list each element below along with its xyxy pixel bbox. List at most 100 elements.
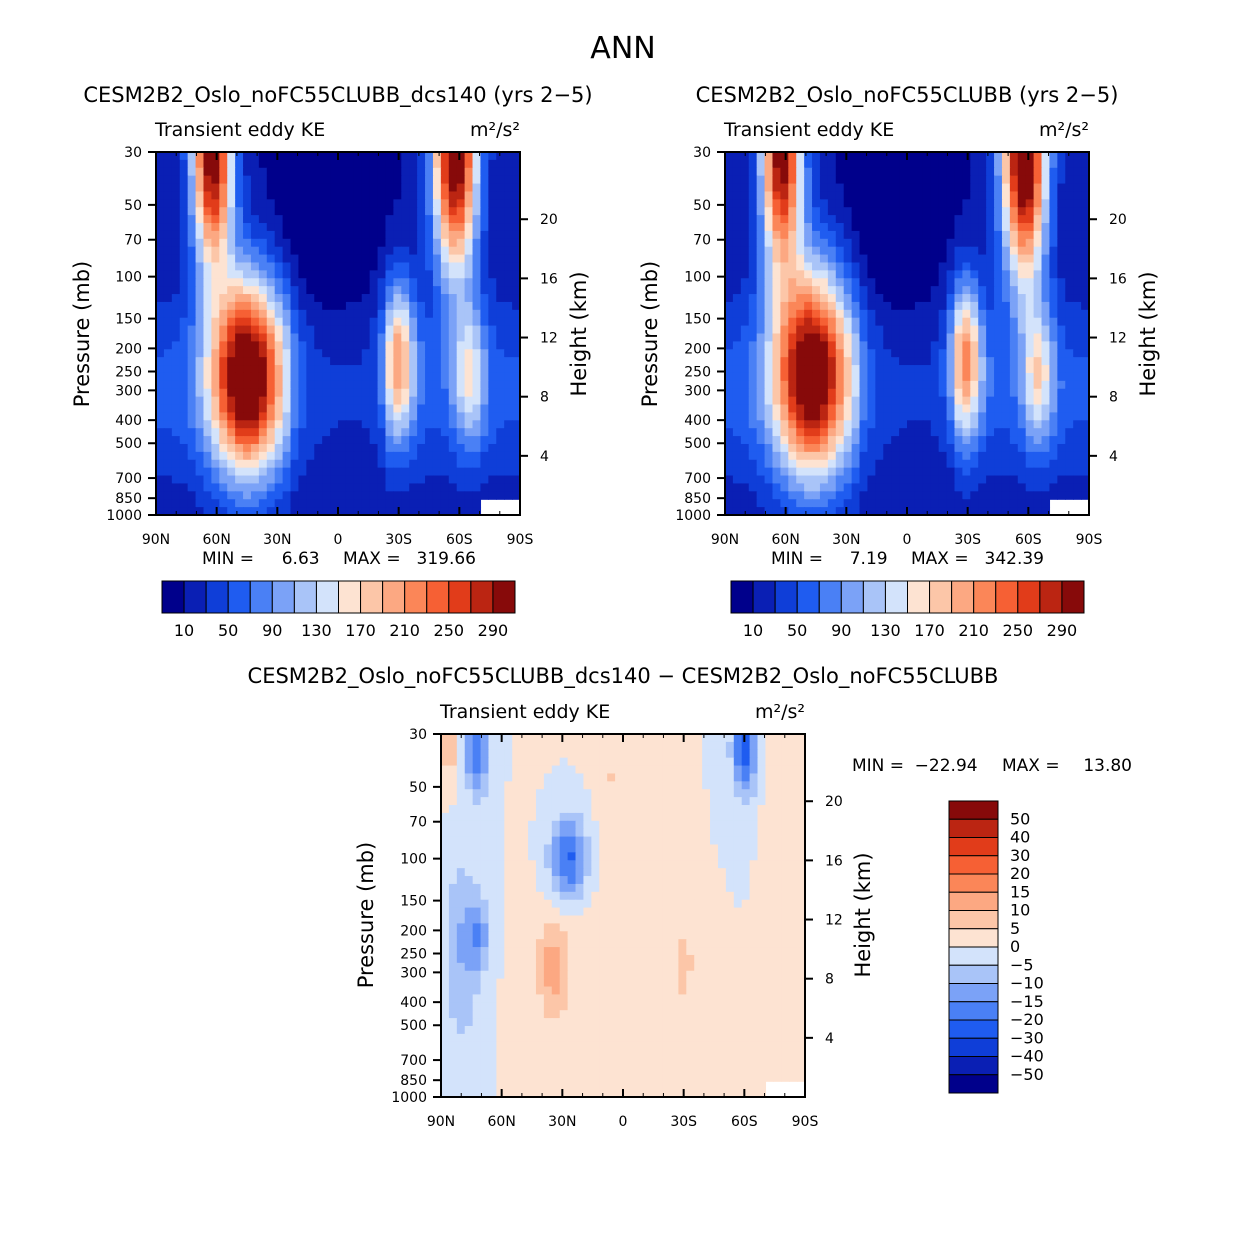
field-cell bbox=[440, 309, 450, 319]
field-cell bbox=[266, 443, 276, 453]
field-cell bbox=[970, 499, 979, 508]
field-cell bbox=[290, 215, 300, 224]
field-cell bbox=[227, 238, 236, 248]
field-cell bbox=[156, 301, 165, 311]
field-cell bbox=[978, 317, 987, 327]
field-cell bbox=[740, 380, 750, 390]
field-cell bbox=[875, 152, 884, 161]
field-cell bbox=[274, 372, 284, 382]
field-cell bbox=[1033, 483, 1043, 492]
field-cell bbox=[512, 797, 521, 806]
field-cell bbox=[756, 333, 766, 342]
field-cell bbox=[211, 286, 220, 295]
field-cell bbox=[211, 309, 220, 319]
field-cell bbox=[843, 286, 853, 295]
field-cell bbox=[250, 215, 260, 224]
field-cell bbox=[1073, 207, 1082, 216]
field-cell bbox=[171, 175, 181, 185]
field-cell bbox=[171, 152, 181, 161]
field-cell bbox=[954, 183, 963, 193]
field-cell bbox=[883, 199, 892, 208]
field-cell bbox=[369, 175, 379, 185]
field-cell bbox=[322, 436, 331, 445]
field-cell bbox=[986, 167, 995, 177]
field-cell bbox=[1033, 491, 1043, 500]
field-cell bbox=[496, 167, 505, 177]
field-cell bbox=[250, 183, 260, 193]
field-cell bbox=[171, 333, 181, 342]
field-cell bbox=[1065, 459, 1074, 469]
field-cell bbox=[788, 294, 797, 303]
field-cell bbox=[250, 246, 260, 256]
field-cell bbox=[512, 223, 521, 232]
field-cell bbox=[179, 451, 189, 461]
field-cell bbox=[187, 325, 197, 335]
field-cell bbox=[401, 294, 410, 303]
field-cell bbox=[243, 215, 252, 224]
field-cell bbox=[797, 757, 806, 767]
field-cell bbox=[361, 175, 371, 185]
field-cell bbox=[243, 191, 252, 200]
field-cell bbox=[780, 215, 789, 224]
field-cell bbox=[741, 765, 751, 775]
field-cell bbox=[369, 223, 379, 232]
field-cell bbox=[875, 294, 884, 303]
field-cell bbox=[922, 451, 932, 461]
field-cell bbox=[764, 270, 774, 279]
field-cell bbox=[432, 365, 442, 374]
field-cell bbox=[512, 765, 521, 775]
field-cell bbox=[425, 404, 434, 414]
field-cell bbox=[922, 404, 932, 414]
field-cell bbox=[733, 749, 743, 759]
field-cell bbox=[970, 246, 979, 256]
field-cell bbox=[448, 388, 458, 398]
field-cell bbox=[819, 365, 829, 374]
y-tick-label: 50 bbox=[693, 198, 711, 214]
x-tick-label: 90S bbox=[507, 532, 534, 548]
field-cell bbox=[448, 734, 458, 743]
field-cell bbox=[322, 294, 331, 303]
height-tick-label: 8 bbox=[540, 390, 549, 406]
field-cell bbox=[748, 475, 758, 485]
field-cell bbox=[211, 183, 220, 193]
field-cell bbox=[725, 436, 734, 445]
field-cell bbox=[740, 467, 750, 477]
field-cell bbox=[448, 270, 458, 279]
field-cell bbox=[243, 270, 252, 279]
field-cell bbox=[338, 309, 347, 319]
field-cell bbox=[187, 357, 197, 366]
field-cell bbox=[330, 372, 339, 382]
field-cell bbox=[567, 797, 577, 806]
field-cell bbox=[922, 294, 932, 303]
field-cell bbox=[306, 238, 315, 248]
field-cell bbox=[859, 507, 869, 516]
field-cell bbox=[938, 191, 948, 200]
field-cell bbox=[907, 254, 916, 264]
field-cell bbox=[543, 797, 553, 806]
field-cell bbox=[1065, 199, 1074, 208]
field-cell bbox=[250, 317, 260, 327]
field-cell bbox=[179, 341, 189, 350]
field-cell bbox=[543, 789, 553, 798]
field-cell bbox=[235, 183, 244, 193]
field-cell bbox=[195, 238, 205, 248]
field-cell bbox=[1017, 159, 1027, 169]
field-cell bbox=[748, 372, 758, 382]
field-cell bbox=[432, 499, 442, 508]
field-cell bbox=[970, 436, 979, 445]
field-cell bbox=[203, 341, 212, 350]
field-cell bbox=[361, 333, 371, 342]
field-cell bbox=[385, 286, 394, 295]
field-cell bbox=[227, 396, 236, 406]
field-cell bbox=[171, 428, 181, 437]
field-cell bbox=[764, 467, 774, 477]
field-cell bbox=[867, 475, 876, 485]
y-tick-label: 500 bbox=[684, 436, 711, 452]
field-cell bbox=[867, 207, 876, 216]
field-cell bbox=[930, 167, 940, 177]
field-cell bbox=[1001, 286, 1011, 295]
field-cell bbox=[528, 734, 537, 743]
y-tick-label: 200 bbox=[684, 341, 711, 357]
field-cell bbox=[978, 230, 987, 240]
field-cell bbox=[385, 230, 394, 240]
